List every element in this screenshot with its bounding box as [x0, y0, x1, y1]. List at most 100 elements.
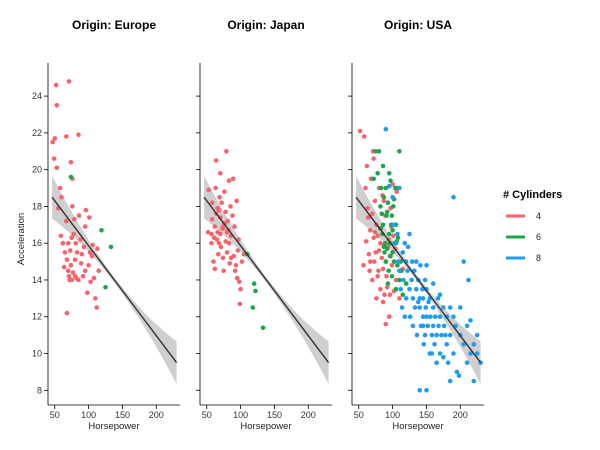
data-point [388, 178, 393, 183]
data-point [228, 204, 233, 209]
legend-label: 6 [536, 232, 541, 242]
data-point [78, 237, 83, 242]
data-point [398, 286, 404, 292]
data-point [461, 342, 467, 347]
data-point [72, 217, 77, 222]
data-point [215, 229, 220, 235]
data-point [224, 250, 230, 255]
data-point [76, 132, 81, 137]
data-point [364, 163, 370, 169]
data-point [441, 323, 447, 329]
legend-label: 4 [536, 211, 541, 221]
data-point [456, 373, 462, 378]
data-point [474, 332, 480, 338]
data-point [471, 378, 477, 384]
data-point [82, 268, 88, 274]
data-point [407, 314, 413, 320]
data-point [59, 194, 64, 200]
data-point [72, 257, 78, 263]
data-point [468, 318, 473, 323]
data-point [216, 251, 221, 257]
data-point [226, 240, 232, 246]
data-point [382, 292, 387, 298]
data-point [384, 209, 390, 215]
data-point [468, 351, 473, 356]
x-tick-label: 100 [385, 410, 400, 420]
data-point [378, 240, 383, 246]
data-point [68, 248, 73, 253]
data-point [51, 156, 57, 161]
regression-line [355, 196, 482, 364]
data-point [429, 351, 435, 356]
series-6-cyl [245, 251, 266, 331]
data-point [423, 305, 429, 310]
data-point [235, 248, 241, 253]
data-point [64, 218, 69, 224]
data-point [378, 204, 383, 209]
data-point [212, 224, 218, 229]
data-point [226, 178, 232, 183]
data-point [430, 323, 436, 329]
data-point [82, 224, 88, 229]
data-point [386, 171, 392, 176]
data-point [400, 292, 406, 298]
data-point [91, 275, 97, 281]
data-point [103, 285, 108, 290]
data-point [234, 198, 239, 204]
data-point [387, 292, 393, 298]
data-point [380, 266, 386, 272]
data-point [237, 279, 242, 285]
data-point [205, 229, 211, 235]
data-point [407, 286, 412, 292]
data-point [372, 259, 377, 264]
data-point [403, 281, 409, 286]
data-point [237, 301, 243, 307]
data-point [363, 185, 368, 191]
data-point [232, 224, 237, 229]
data-point [422, 332, 428, 338]
data-point [418, 263, 423, 268]
data-point [424, 388, 429, 393]
data-point [216, 240, 222, 246]
x-tick-label: 100 [233, 410, 248, 420]
data-point [230, 213, 235, 218]
data-point [403, 296, 409, 301]
data-point [371, 176, 377, 182]
data-point [414, 286, 419, 292]
data-point [437, 314, 443, 320]
legend-title: # Cylinders [503, 189, 562, 201]
data-point [366, 251, 372, 257]
data-point [390, 182, 395, 187]
data-point [464, 360, 470, 366]
data-point [372, 198, 378, 204]
data-point [94, 305, 99, 310]
y-tick-label: 18 [32, 201, 42, 211]
y-tick-label: 16 [32, 238, 42, 248]
data-point [422, 277, 428, 283]
data-point [417, 305, 423, 310]
data-point [93, 296, 98, 301]
data-point [90, 242, 95, 248]
data-point [224, 229, 230, 235]
data-point [386, 183, 392, 189]
data-point [218, 171, 223, 176]
data-point [397, 277, 402, 283]
data-point [370, 277, 375, 283]
data-point [220, 226, 226, 231]
data-point [397, 268, 402, 274]
data-point [213, 158, 219, 163]
data-point [227, 261, 233, 266]
data-point [89, 253, 95, 259]
y-tick-label: 22 [32, 128, 42, 138]
data-point [385, 200, 391, 205]
data-point [222, 189, 227, 194]
data-point [223, 209, 228, 215]
data-point [410, 323, 416, 329]
y-tick-label: 10 [32, 349, 42, 359]
data-point [382, 250, 387, 255]
data-point [209, 231, 214, 237]
data-point [426, 299, 431, 305]
data-point [73, 240, 79, 246]
data-point [76, 277, 81, 283]
data-point [420, 314, 426, 320]
